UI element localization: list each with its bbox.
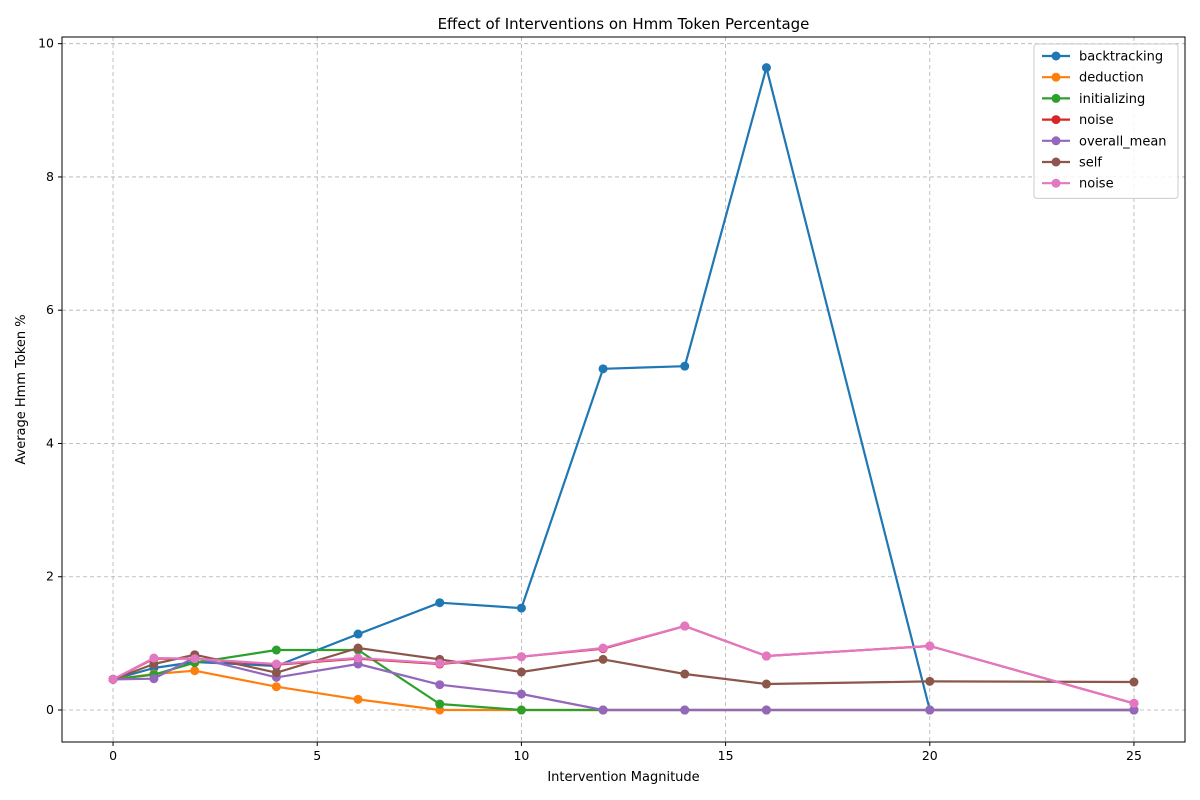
legend-label: self (1079, 156, 1102, 171)
legend-label: backtracking (1079, 50, 1163, 65)
series-line (112, 656, 1134, 712)
y-tick-label: 0 (46, 702, 54, 717)
data-point (149, 653, 159, 663)
grid (62, 37, 1185, 742)
data-point (925, 676, 935, 686)
legend-label: overall_mean (1079, 134, 1167, 149)
series-noise (108, 621, 1139, 708)
series-lines (108, 63, 1139, 715)
series-backtracking (108, 63, 1139, 715)
data-point (761, 679, 771, 689)
axis-ticks: 0 5 10 15 20 25 0 2 4 6 8 10 (38, 36, 1142, 763)
x-tick-label: 5 (313, 748, 321, 763)
legend: backtracking deduction initializing noise ov… (1033, 43, 1179, 199)
data-point (516, 667, 526, 677)
data-point (680, 621, 690, 631)
data-point (761, 705, 771, 715)
data-point (680, 361, 690, 371)
data-point (680, 669, 690, 679)
legend-marker (1051, 136, 1061, 146)
y-tick-label: 6 (46, 302, 54, 317)
data-point (353, 643, 363, 653)
legend-marker (1051, 157, 1061, 167)
legend-label: deduction (1079, 71, 1144, 86)
data-point (761, 63, 771, 73)
data-point (108, 674, 118, 684)
series-initializing (108, 645, 1139, 715)
data-point (435, 680, 445, 690)
legend-marker (1051, 115, 1061, 125)
legend-item: noise (1042, 177, 1114, 192)
legend-box (1033, 43, 1179, 199)
legend-item: initializing (1042, 92, 1145, 107)
data-point (598, 643, 608, 653)
data-point (190, 654, 200, 664)
data-point (1129, 705, 1139, 715)
data-point (435, 699, 445, 709)
series-noise (108, 621, 1139, 708)
data-point (516, 705, 526, 715)
legend-marker (1051, 51, 1061, 61)
x-axis-label: Intervention Magnitude (547, 770, 699, 785)
legend-label: initializing (1079, 92, 1145, 107)
data-point (598, 705, 608, 715)
data-point (435, 658, 445, 668)
data-point (353, 629, 363, 639)
data-point (598, 654, 608, 664)
y-tick-label: 10 (38, 36, 54, 51)
legend-label: noise (1079, 177, 1114, 192)
data-point (680, 705, 690, 715)
series-line (112, 624, 1135, 705)
series-line (112, 66, 1134, 712)
data-point (1129, 677, 1139, 687)
chart-title: Effect of Interventions on Hmm Token Per… (438, 15, 810, 33)
series-line (112, 648, 1134, 712)
data-point (271, 645, 281, 655)
data-point (353, 653, 363, 663)
y-axis-label: Average Hmm Token % (14, 314, 29, 464)
y-tick-label: 4 (46, 435, 54, 450)
data-point (925, 641, 935, 651)
x-tick-label: 10 (513, 748, 529, 763)
legend-marker (1051, 72, 1061, 82)
x-tick-label: 20 (922, 748, 938, 763)
data-point (271, 668, 281, 678)
data-point (190, 666, 200, 676)
data-point (516, 603, 526, 613)
data-point (353, 694, 363, 704)
series-line (112, 669, 1134, 712)
data-point (598, 364, 608, 374)
data-point (761, 651, 771, 661)
legend-item: noise (1042, 113, 1114, 128)
x-tick-label: 25 (1126, 748, 1142, 763)
legend-item: overall_mean (1042, 134, 1167, 149)
data-point (435, 598, 445, 608)
legend-item: backtracking (1042, 50, 1163, 65)
legend-label: noise (1079, 113, 1114, 128)
series-line (112, 646, 1135, 686)
data-point (516, 689, 526, 699)
x-tick-label: 15 (718, 748, 734, 763)
data-point (271, 659, 281, 669)
legend-item: self (1042, 156, 1102, 171)
legend-item: deduction (1042, 71, 1144, 86)
y-tick-label: 8 (46, 169, 54, 184)
data-point (516, 652, 526, 662)
data-point (925, 705, 935, 715)
x-tick-label: 0 (109, 748, 117, 763)
plot-frame (61, 36, 1186, 743)
data-point (149, 674, 159, 684)
data-point (1129, 698, 1139, 708)
legend-marker (1051, 93, 1061, 103)
legend-marker (1051, 178, 1061, 188)
y-tick-label: 2 (46, 569, 54, 584)
data-point (271, 682, 281, 692)
series-line (112, 624, 1135, 705)
